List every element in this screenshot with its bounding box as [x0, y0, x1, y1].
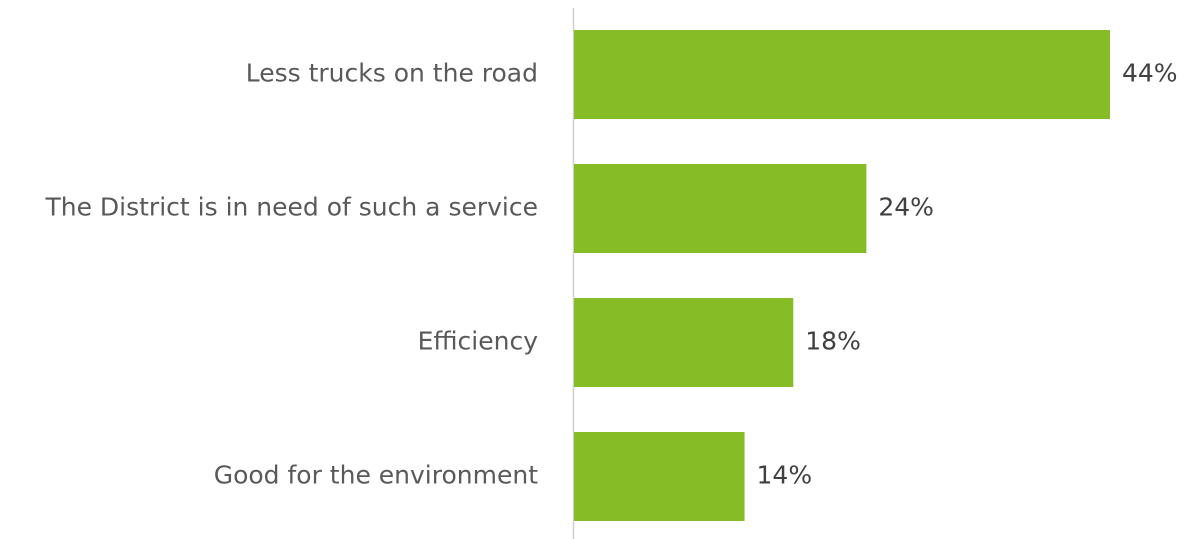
category-label: The District is in need of such a servic… — [44, 193, 538, 222]
value-label: 14% — [757, 461, 813, 490]
bar — [574, 30, 1110, 119]
value-label: 24% — [878, 193, 934, 222]
bar — [574, 432, 745, 521]
category-label: Efficiency — [418, 327, 539, 356]
category-label: Good for the environment — [214, 461, 538, 490]
bar — [574, 298, 794, 387]
bar — [574, 164, 867, 253]
category-label: Less trucks on the road — [246, 59, 538, 88]
value-label: 44% — [1122, 59, 1178, 88]
value-label: 18% — [805, 327, 861, 356]
